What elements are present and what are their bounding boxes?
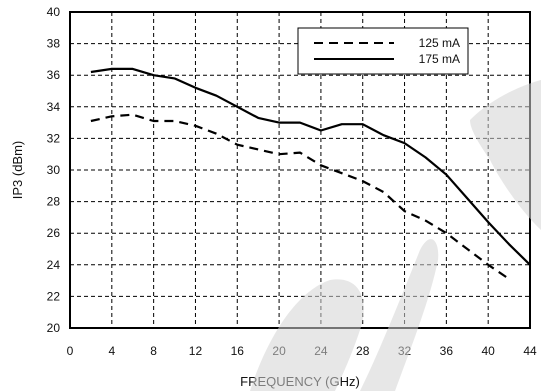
watermark (250, 80, 541, 391)
y-tick-label: 28 (47, 195, 61, 209)
x-tick-label: 4 (108, 344, 115, 358)
y-tick-label: 32 (47, 131, 61, 145)
series-line-125ma (90, 113, 510, 280)
series-line-175ma (90, 67, 531, 266)
x-tick-label: 40 (482, 344, 496, 358)
y-tick-label: 26 (47, 226, 61, 240)
x-tick-label: 8 (150, 344, 157, 358)
legend-box (297, 27, 469, 75)
y-tick-label: 20 (47, 321, 61, 335)
y-axis-ticks: 20 22 24 26 28 30 32 34 36 38 40 (47, 5, 61, 335)
legend-label-125ma: 125 mA (419, 36, 460, 50)
y-tick-label: 30 (47, 163, 61, 177)
legend-label-175ma: 175 mA (419, 52, 460, 66)
y-tick-label: 24 (47, 258, 61, 272)
series-layer (90, 67, 531, 280)
x-tick-label: 16 (231, 344, 245, 358)
y-axis-label: IP3 (dBm) (10, 141, 25, 200)
x-tick-label: 36 (440, 344, 454, 358)
x-tick-label: 12 (189, 344, 203, 358)
y-tick-label: 38 (47, 37, 61, 51)
legend: 125 mA 175 mA (297, 27, 469, 75)
y-tick-label: 22 (47, 289, 61, 303)
y-tick-label: 34 (47, 100, 61, 114)
x-tick-label: 44 (523, 344, 537, 358)
y-tick-label: 36 (47, 68, 61, 82)
x-tick-label: 28 (356, 344, 370, 358)
x-tick-label: 0 (67, 344, 74, 358)
y-tick-label: 40 (47, 5, 61, 19)
